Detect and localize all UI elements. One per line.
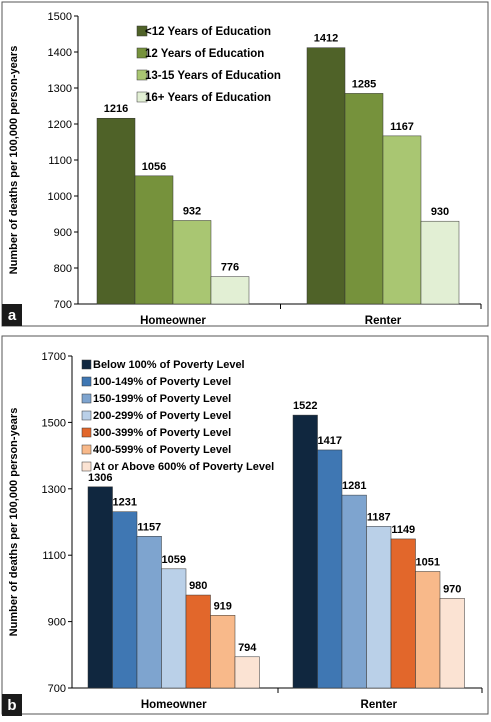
legend-label: At or Above 600% of Poverty Level — [93, 461, 274, 473]
bar — [390, 538, 416, 689]
y-axis-label: Number of deaths per 100,000 person-year… — [8, 46, 20, 275]
bar — [112, 511, 138, 689]
y-tick-label: 900 — [54, 227, 72, 239]
y-tick-label: 1300 — [48, 83, 72, 95]
bar — [234, 656, 260, 689]
data-label: 930 — [431, 206, 449, 218]
bar — [210, 615, 236, 689]
data-label: 1417 — [318, 435, 342, 447]
data-label: 776 — [221, 262, 239, 274]
data-label: 794 — [238, 642, 257, 654]
data-label: 1051 — [416, 556, 440, 568]
y-tick-label: 1500 — [48, 11, 72, 23]
data-label: 1157 — [137, 521, 161, 533]
panel-badge — [2, 694, 22, 716]
data-label: 1059 — [162, 554, 186, 566]
data-label: 1216 — [104, 103, 128, 115]
legend-label: 12 Years of Education — [145, 48, 264, 60]
data-label: 1522 — [293, 400, 317, 412]
bar — [420, 220, 460, 305]
legend-swatch — [81, 359, 92, 370]
x-tick-label: Homeowner — [141, 699, 207, 711]
legend-label: 200-299% of Poverty Level — [93, 410, 231, 422]
bar — [439, 598, 465, 689]
x-tick-label: Renter — [361, 699, 398, 711]
legend-swatch — [81, 376, 92, 387]
y-tick-label: 1100 — [48, 155, 72, 167]
data-label: 1306 — [88, 472, 112, 484]
y-tick-label: 800 — [54, 263, 72, 275]
y-tick-label: 1200 — [48, 119, 72, 131]
bar — [366, 526, 392, 689]
bar — [185, 594, 211, 689]
y-tick-label: 1500 — [42, 417, 66, 429]
bar — [136, 536, 162, 689]
data-label: 980 — [189, 580, 207, 592]
bar — [341, 494, 367, 689]
legend-label: 150-199% of Poverty Level — [93, 393, 231, 405]
chart-panel-b: 700 900 1100 1300 1500 1700 Number of deaths p… — [1, 335, 489, 716]
bar — [96, 117, 136, 305]
data-label: 1149 — [391, 524, 415, 536]
panel-label: b — [7, 697, 16, 714]
bar — [172, 220, 212, 305]
legend-swatch — [81, 461, 92, 472]
y-tick-label: 900 — [48, 617, 66, 629]
y-axis-label: Number of deaths per 100,000 person-year… — [8, 408, 20, 637]
y-tick-label: 1300 — [42, 484, 66, 496]
bar — [161, 568, 187, 689]
panel-badge — [2, 304, 22, 326]
data-label: 970 — [443, 583, 461, 595]
legend-label: 300-399% of Poverty Level — [93, 427, 231, 439]
legend-label: 13-15 Years of Education — [145, 70, 281, 82]
chart-panel-a: 700 800 900 1000 1100 1200 1300 1400 1500 Number … — [1, 1, 489, 327]
y-tick-label: 1700 — [42, 351, 66, 363]
legend-swatch — [81, 393, 92, 404]
data-label: 932 — [183, 205, 201, 217]
legend-swatch — [136, 91, 148, 103]
legend-label: 400-599% of Poverty Level — [93, 444, 231, 456]
data-label: 919 — [214, 600, 232, 612]
y-tick-label: 700 — [54, 299, 72, 311]
x-tick-label: Homeowner — [140, 315, 206, 327]
legend-label: 16+ Years of Education — [145, 92, 271, 104]
data-label: 1167 — [390, 121, 414, 133]
legend-label: <12 Years of Education — [145, 26, 271, 38]
legend: Below 100% of Poverty Level 100-149% of P… — [81, 359, 274, 473]
data-label: 1285 — [352, 78, 376, 90]
panel-label: a — [8, 307, 17, 324]
legend-swatch — [81, 427, 92, 438]
legend-swatch — [136, 47, 148, 59]
y-tick-label: 700 — [48, 683, 66, 695]
data-label: 1056 — [142, 161, 166, 173]
data-label: 1187 — [367, 511, 391, 523]
bar — [382, 135, 422, 305]
legend-swatch — [81, 410, 92, 421]
bar — [306, 47, 346, 305]
y-tick-label: 1000 — [48, 191, 72, 203]
legend-label: Below 100% of Poverty Level — [93, 359, 245, 371]
y-tick-label: 1100 — [42, 550, 66, 562]
x-tick-label: Renter — [365, 315, 402, 327]
bar — [292, 414, 318, 689]
data-label: 1281 — [342, 480, 366, 492]
legend: <12 Years of Education 12 Years of Educat… — [136, 25, 281, 104]
bar — [134, 175, 174, 305]
legend-label: 100-149% of Poverty Level — [93, 376, 231, 388]
data-label: 1231 — [113, 497, 137, 509]
bar — [210, 276, 250, 305]
y-tick-label: 1400 — [48, 47, 72, 59]
legend-swatch — [81, 444, 92, 455]
legend-swatch — [136, 69, 148, 81]
data-label: 1412 — [314, 33, 338, 45]
legend-swatch — [136, 25, 148, 37]
bar — [344, 93, 384, 305]
bar — [317, 449, 343, 689]
bar — [87, 486, 113, 689]
bar — [415, 571, 441, 689]
